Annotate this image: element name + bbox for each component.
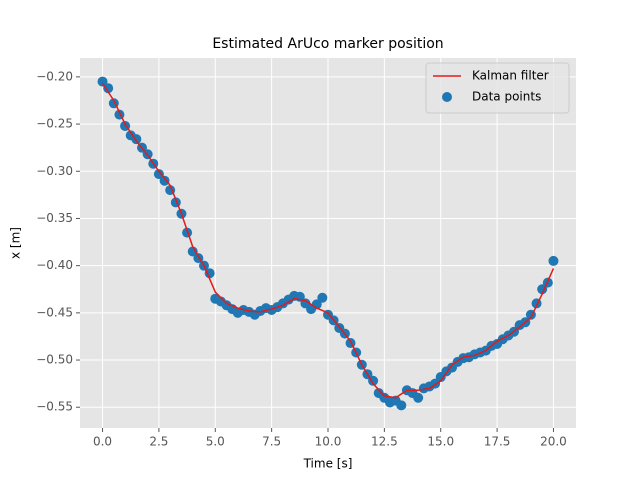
y-tick-label: −0.35 xyxy=(36,211,73,225)
y-tick-label: −0.30 xyxy=(36,164,73,178)
y-tick-label: −0.40 xyxy=(36,258,73,272)
data-point xyxy=(187,246,198,257)
x-tick-label: 0.0 xyxy=(93,435,112,449)
legend-box xyxy=(425,62,570,114)
legend-label: Data points xyxy=(472,90,541,104)
data-point xyxy=(548,255,559,266)
x-tick-label: 20.0 xyxy=(540,435,567,449)
data-point xyxy=(182,227,193,238)
data-point xyxy=(413,392,424,403)
data-point xyxy=(97,76,108,87)
legend-label: Kalman filter xyxy=(472,69,549,83)
x-tick-label: 5.0 xyxy=(206,435,225,449)
legend-swatch xyxy=(442,92,452,102)
y-tick-label: −0.50 xyxy=(36,353,73,367)
x-tick-label: 7.5 xyxy=(262,435,281,449)
x-axis-label: Time [s] xyxy=(303,457,353,471)
legend: Kalman filter Data points xyxy=(425,62,570,114)
marks xyxy=(97,76,559,411)
y-tick-label: −0.20 xyxy=(36,69,73,83)
x-tick-label: 15.0 xyxy=(427,435,454,449)
x-tick-label: 2.5 xyxy=(149,435,168,449)
data-point xyxy=(159,175,170,186)
y-axis-label: x [m] xyxy=(9,227,23,259)
kalman-line xyxy=(101,83,555,399)
y-tick-label: −0.45 xyxy=(36,305,73,319)
data-point xyxy=(153,169,164,180)
data-point xyxy=(103,83,114,94)
x-tick-label: 17.5 xyxy=(484,435,511,449)
y-tick-label: −0.55 xyxy=(36,400,73,414)
x-tick-label: 12.5 xyxy=(371,435,398,449)
data-point xyxy=(345,338,356,349)
data-point xyxy=(317,292,328,303)
data-point xyxy=(204,268,215,279)
chart-title: Estimated ArUco marker position xyxy=(212,36,443,52)
grid: 0.0 2.5 5.0 7.5 10.0 12.5 15.0 17.5 20.0 −0.20 −0.… xyxy=(36,58,576,449)
x-tick-label: 10.0 xyxy=(315,435,342,449)
y-tick-label: −0.25 xyxy=(36,117,73,131)
data-point xyxy=(396,400,407,411)
